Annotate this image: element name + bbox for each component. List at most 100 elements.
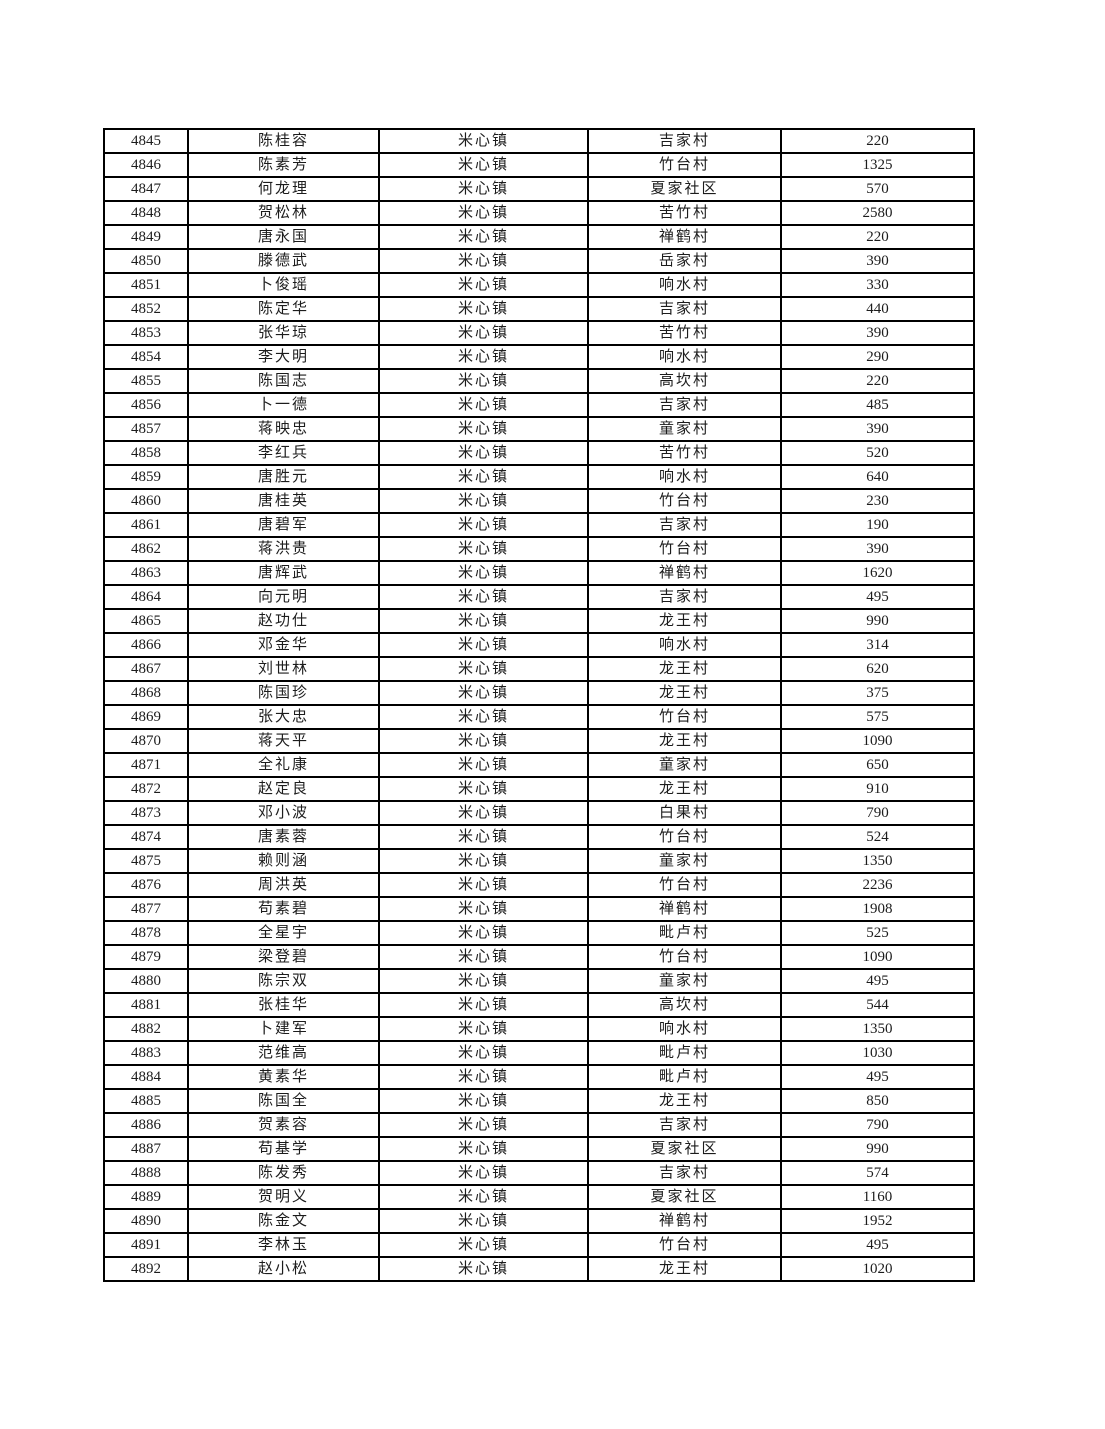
cell-town: 米心镇 xyxy=(378,608,589,634)
cell-village: 禅鹤村 xyxy=(587,560,782,586)
cell-name: 何龙理 xyxy=(187,176,380,202)
cell-village: 吉家村 xyxy=(587,512,782,538)
cell-amount: 990 xyxy=(780,1136,975,1162)
table-row: 4890 陈金文 米心镇 禅鹤村 1952 xyxy=(103,1208,975,1234)
table-row: 4853 张华琼 米心镇 苦竹村 390 xyxy=(103,320,975,346)
cell-village: 童家村 xyxy=(587,752,782,778)
cell-amount: 524 xyxy=(780,824,975,850)
cell-name: 周洪英 xyxy=(187,872,380,898)
cell-id: 4874 xyxy=(103,824,189,850)
cell-amount: 220 xyxy=(780,128,975,154)
cell-id: 4850 xyxy=(103,248,189,274)
cell-town: 米心镇 xyxy=(378,728,589,754)
cell-name: 唐辉武 xyxy=(187,560,380,586)
table-row: 4880 陈宗双 米心镇 童家村 495 xyxy=(103,968,975,994)
cell-village: 吉家村 xyxy=(587,584,782,610)
table-row: 4847 何龙理 米心镇 夏家社区 570 xyxy=(103,176,975,202)
cell-id: 4852 xyxy=(103,296,189,322)
cell-town: 米心镇 xyxy=(378,176,589,202)
cell-town: 米心镇 xyxy=(378,800,589,826)
cell-name: 唐碧军 xyxy=(187,512,380,538)
cell-village: 响水村 xyxy=(587,632,782,658)
cell-village: 毗卢村 xyxy=(587,1040,782,1066)
cell-amount: 390 xyxy=(780,248,975,274)
cell-id: 4847 xyxy=(103,176,189,202)
cell-town: 米心镇 xyxy=(378,704,589,730)
cell-amount: 1350 xyxy=(780,1016,975,1042)
cell-town: 米心镇 xyxy=(378,416,589,442)
table-row: 4882 卜建军 米心镇 响水村 1350 xyxy=(103,1016,975,1042)
cell-village: 高坎村 xyxy=(587,992,782,1018)
cell-town: 米心镇 xyxy=(378,320,589,346)
cell-village: 毗卢村 xyxy=(587,920,782,946)
cell-village: 吉家村 xyxy=(587,1112,782,1138)
cell-village: 龙王村 xyxy=(587,1256,782,1282)
table-body: 4845 陈桂容 米心镇 吉家村 220 4846 陈素芳 米心镇 竹台村 1325 4847 何龙理… xyxy=(103,128,975,1282)
cell-amount: 485 xyxy=(780,392,975,418)
cell-village: 响水村 xyxy=(587,464,782,490)
cell-name: 贺素容 xyxy=(187,1112,380,1138)
cell-id: 4886 xyxy=(103,1112,189,1138)
table-row: 4852 陈定华 米心镇 吉家村 440 xyxy=(103,296,975,322)
cell-town: 米心镇 xyxy=(378,464,589,490)
table-row: 4863 唐辉武 米心镇 禅鹤村 1620 xyxy=(103,560,975,586)
table-row: 4848 贺松林 米心镇 苦竹村 2580 xyxy=(103,200,975,226)
cell-name: 陈定华 xyxy=(187,296,380,322)
cell-amount: 290 xyxy=(780,344,975,370)
cell-amount: 230 xyxy=(780,488,975,514)
cell-name: 邓小波 xyxy=(187,800,380,826)
cell-amount: 544 xyxy=(780,992,975,1018)
cell-town: 米心镇 xyxy=(378,272,589,298)
cell-id: 4859 xyxy=(103,464,189,490)
table-row: 4849 唐永国 米心镇 禅鹤村 220 xyxy=(103,224,975,250)
cell-id: 4881 xyxy=(103,992,189,1018)
cell-amount: 495 xyxy=(780,1064,975,1090)
cell-village: 竹台村 xyxy=(587,824,782,850)
table-row: 4885 陈国全 米心镇 龙王村 850 xyxy=(103,1088,975,1114)
table-row: 4875 赖则涵 米心镇 童家村 1350 xyxy=(103,848,975,874)
table-row: 4860 唐桂英 米心镇 竹台村 230 xyxy=(103,488,975,514)
cell-amount: 1030 xyxy=(780,1040,975,1066)
cell-name: 苟素碧 xyxy=(187,896,380,922)
cell-amount: 790 xyxy=(780,1112,975,1138)
cell-village: 响水村 xyxy=(587,1016,782,1042)
table-row: 4850 滕德武 米心镇 岳家村 390 xyxy=(103,248,975,274)
cell-amount: 440 xyxy=(780,296,975,322)
cell-name: 唐胜元 xyxy=(187,464,380,490)
cell-amount: 650 xyxy=(780,752,975,778)
cell-village: 竹台村 xyxy=(587,152,782,178)
cell-village: 吉家村 xyxy=(587,1160,782,1186)
cell-village: 竹台村 xyxy=(587,488,782,514)
cell-id: 4875 xyxy=(103,848,189,874)
table-row: 4857 蒋映忠 米心镇 童家村 390 xyxy=(103,416,975,442)
cell-village: 竹台村 xyxy=(587,704,782,730)
cell-id: 4884 xyxy=(103,1064,189,1090)
table-row: 4855 陈国志 米心镇 高坎村 220 xyxy=(103,368,975,394)
cell-village: 禅鹤村 xyxy=(587,224,782,250)
cell-amount: 1325 xyxy=(780,152,975,178)
cell-town: 米心镇 xyxy=(378,632,589,658)
cell-village: 吉家村 xyxy=(587,392,782,418)
cell-id: 4845 xyxy=(103,128,189,154)
cell-village: 苦竹村 xyxy=(587,200,782,226)
cell-name: 李大明 xyxy=(187,344,380,370)
cell-id: 4890 xyxy=(103,1208,189,1234)
cell-amount: 2580 xyxy=(780,200,975,226)
cell-village: 竹台村 xyxy=(587,536,782,562)
cell-name: 苟基学 xyxy=(187,1136,380,1162)
cell-village: 童家村 xyxy=(587,968,782,994)
cell-town: 米心镇 xyxy=(378,368,589,394)
cell-id: 4891 xyxy=(103,1232,189,1258)
cell-amount: 495 xyxy=(780,968,975,994)
cell-amount: 570 xyxy=(780,176,975,202)
cell-name: 唐素蓉 xyxy=(187,824,380,850)
cell-amount: 190 xyxy=(780,512,975,538)
cell-name: 卜一德 xyxy=(187,392,380,418)
cell-amount: 1160 xyxy=(780,1184,975,1210)
cell-amount: 850 xyxy=(780,1088,975,1114)
cell-amount: 495 xyxy=(780,1232,975,1258)
cell-town: 米心镇 xyxy=(378,1208,589,1234)
table-row: 4862 蒋洪贵 米心镇 竹台村 390 xyxy=(103,536,975,562)
cell-town: 米心镇 xyxy=(378,296,589,322)
